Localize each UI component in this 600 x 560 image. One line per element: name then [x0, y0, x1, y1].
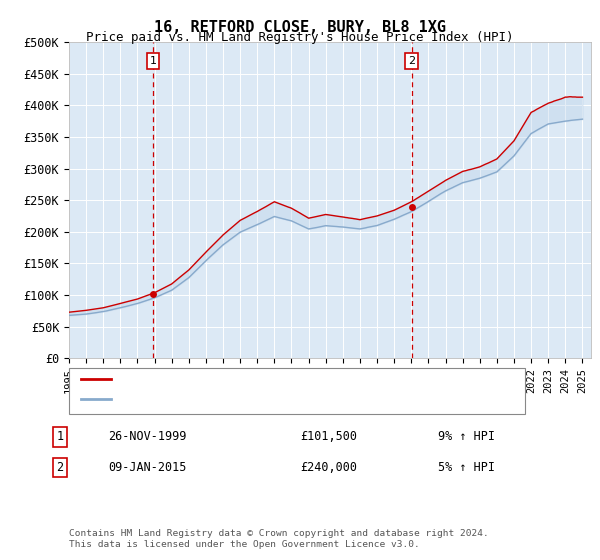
- Text: 26-NOV-1999: 26-NOV-1999: [108, 430, 187, 444]
- Text: 9% ↑ HPI: 9% ↑ HPI: [438, 430, 495, 444]
- Text: £101,500: £101,500: [300, 430, 357, 444]
- Text: 1: 1: [149, 56, 157, 66]
- Text: 16, RETFORD CLOSE, BURY, BL8 1XG (detached house): 16, RETFORD CLOSE, BURY, BL8 1XG (detach…: [117, 374, 448, 384]
- Text: 2: 2: [408, 56, 415, 66]
- Text: Price paid vs. HM Land Registry's House Price Index (HPI): Price paid vs. HM Land Registry's House …: [86, 31, 514, 44]
- Text: Contains HM Land Registry data © Crown copyright and database right 2024.
This d: Contains HM Land Registry data © Crown c…: [69, 529, 489, 549]
- Text: £240,000: £240,000: [300, 461, 357, 474]
- Text: 2: 2: [56, 461, 64, 474]
- Text: 16, RETFORD CLOSE, BURY, BL8 1XG: 16, RETFORD CLOSE, BURY, BL8 1XG: [154, 20, 446, 35]
- Text: 5% ↑ HPI: 5% ↑ HPI: [438, 461, 495, 474]
- Text: HPI: Average price, detached house, Bury: HPI: Average price, detached house, Bury: [117, 394, 387, 404]
- Text: 09-JAN-2015: 09-JAN-2015: [108, 461, 187, 474]
- Text: 1: 1: [56, 430, 64, 444]
